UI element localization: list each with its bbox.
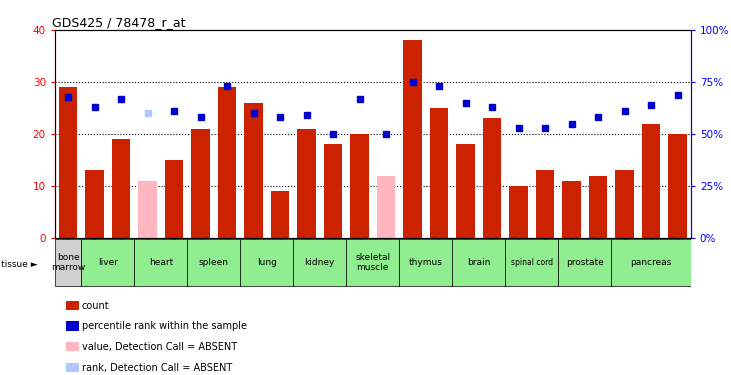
Bar (138, 181, 157, 238)
Text: pancreas: pancreas (630, 258, 672, 267)
Text: tissue ►: tissue ► (1, 260, 38, 269)
Text: spinal cord: spinal cord (511, 258, 553, 267)
Bar (81, 239, 135, 286)
Text: heart: heart (148, 258, 173, 267)
Bar (562, 181, 581, 238)
Text: thymus: thymus (409, 258, 443, 267)
Bar (452, 239, 505, 286)
Bar (399, 239, 452, 286)
Bar (187, 239, 240, 286)
Bar (293, 239, 346, 286)
Bar (668, 134, 687, 238)
Bar (112, 139, 130, 238)
Bar (536, 171, 554, 238)
Text: count: count (82, 301, 110, 310)
Text: prostate: prostate (566, 258, 604, 267)
Text: bone
marrow: bone marrow (51, 253, 86, 272)
Text: lung: lung (257, 258, 277, 267)
Text: kidney: kidney (305, 258, 335, 267)
Bar (240, 239, 293, 286)
Bar (244, 103, 263, 238)
Bar (505, 239, 558, 286)
Text: GDS425 / 78478_r_at: GDS425 / 78478_r_at (52, 16, 185, 29)
Bar (510, 186, 528, 238)
Bar (58, 87, 77, 238)
Bar (218, 87, 236, 238)
Text: value, Detection Call = ABSENT: value, Detection Call = ABSENT (82, 342, 237, 352)
Bar (192, 129, 210, 238)
Bar (270, 191, 289, 238)
Bar (86, 171, 104, 238)
Bar (55, 239, 81, 286)
Bar (616, 171, 634, 238)
Bar (404, 40, 422, 238)
Bar (350, 134, 369, 238)
Bar (558, 239, 611, 286)
Text: brain: brain (467, 258, 491, 267)
Text: spleen: spleen (199, 258, 229, 267)
Bar (430, 108, 448, 238)
Bar (611, 239, 691, 286)
Bar (164, 160, 183, 238)
Bar (135, 239, 187, 286)
Bar (376, 176, 395, 238)
Text: skeletal
muscle: skeletal muscle (355, 253, 390, 272)
Bar (324, 144, 342, 238)
Bar (482, 118, 501, 238)
Text: rank, Detection Call = ABSENT: rank, Detection Call = ABSENT (82, 363, 232, 372)
Bar (456, 144, 475, 238)
Text: liver: liver (98, 258, 118, 267)
Bar (588, 176, 607, 238)
Bar (346, 239, 399, 286)
Text: percentile rank within the sample: percentile rank within the sample (82, 321, 247, 331)
Bar (642, 124, 660, 238)
Bar (298, 129, 316, 238)
